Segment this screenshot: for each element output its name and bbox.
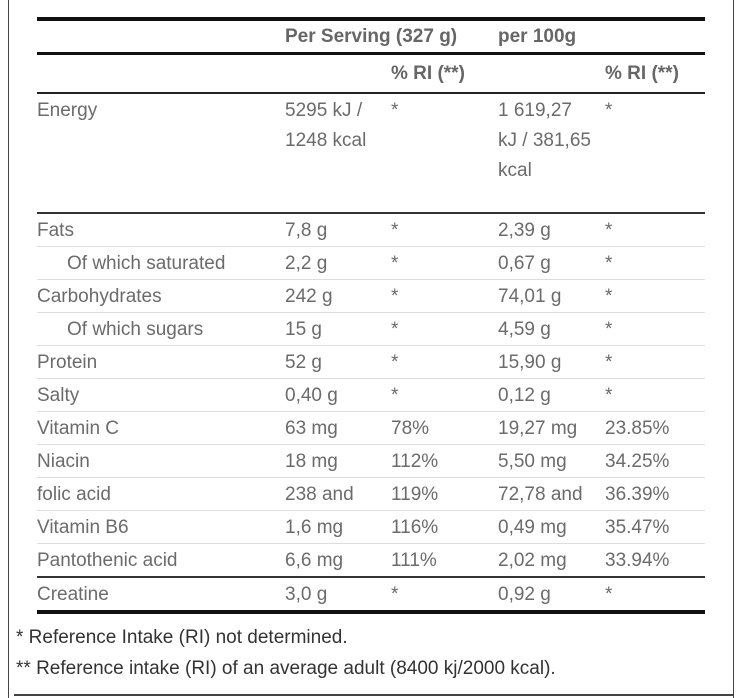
- header-blank: [37, 19, 285, 54]
- per-serving-value: 63 mg: [285, 418, 338, 439]
- table-row: folic acid 238 and 119% 72,78 and 36.39%: [37, 478, 705, 511]
- per-serving-value: 0,40 g: [285, 385, 338, 406]
- table-row: Carbohydrates 242 g * 74,01 g *: [37, 280, 705, 313]
- per-100g-ri: *: [605, 253, 613, 274]
- nutrient-name: Fats: [37, 220, 74, 241]
- per-serving-ri: *: [391, 220, 399, 241]
- per-100g-ri: *: [605, 286, 613, 307]
- per-serving-value: 5295 kJ / 1248 kcal: [285, 100, 367, 151]
- per-serving-value: 242 g: [285, 286, 333, 307]
- per-serving-ri: *: [391, 286, 399, 307]
- per-serving-value: 3,0 g: [285, 584, 328, 605]
- per-serving-value: 6,6 mg: [285, 550, 344, 571]
- table-row: Of which saturated 2,2 g * 0,67 g *: [37, 247, 705, 280]
- per-serving-ri: *: [391, 385, 399, 406]
- per-100g-value: 2,02 mg: [498, 550, 567, 571]
- per-100g-value: 2,39 g: [498, 220, 551, 241]
- header-ri-serving: % RI (**): [391, 63, 465, 84]
- per-serving-ri: *: [391, 100, 399, 121]
- nutrient-name: Of which saturated: [67, 253, 226, 274]
- per-100g-value: 4,59 g: [498, 319, 551, 340]
- per-100g-value: 0,67 g: [498, 253, 551, 274]
- nutrient-name: Vitamin C: [37, 418, 120, 439]
- per-100g-ri: *: [605, 584, 613, 605]
- nutrient-name: Carbohydrates: [37, 286, 162, 307]
- table-row: Energy 5295 kJ / 1248 kcal * 1 619,27 kJ / …: [37, 93, 705, 213]
- per-100g-value: 19,27 mg: [498, 418, 578, 439]
- per-100g-value: 1 619,27 kJ / 381,65 kcal: [498, 100, 591, 181]
- per-serving-value: 18 mg: [285, 451, 338, 472]
- nutrient-name: Protein: [37, 352, 98, 373]
- table-row: Protein 52 g * 15,90 g *: [37, 346, 705, 379]
- per-100g-value: 5,50 mg: [498, 451, 567, 472]
- per-100g-ri: *: [605, 220, 613, 241]
- header-ri-100g: % RI (**): [605, 63, 679, 84]
- nutrition-table: Per Serving (327 g) per 100g % RI (**) %…: [37, 17, 705, 614]
- table-row: Fats 7,8 g * 2,39 g *: [37, 213, 705, 247]
- nutrient-name: Energy: [37, 100, 98, 121]
- nutrient-name: Creatine: [37, 584, 109, 605]
- per-100g-ri: 36.39%: [605, 484, 670, 505]
- per-serving-ri: 119%: [391, 484, 439, 505]
- table-row: Vitamin B6 1,6 mg 116% 0,49 mg 35.47%: [37, 511, 705, 544]
- per-100g-value: 0,92 g: [498, 584, 551, 605]
- per-serving-value: 2,2 g: [285, 253, 328, 274]
- nutrient-name: Salty: [37, 385, 80, 406]
- per-serving-value: 7,8 g: [285, 220, 328, 241]
- table-row: Pantothenic acid 6,6 mg 111% 2,02 mg 33.94%: [37, 544, 705, 577]
- per-100g-ri: 23.85%: [605, 418, 670, 439]
- per-100g-value: 15,90 g: [498, 352, 562, 373]
- per-serving-value: 15 g: [285, 319, 322, 340]
- subheader-row: % RI (**) % RI (**): [37, 53, 705, 94]
- per-100g-value: 74,01 g: [498, 286, 562, 307]
- per-100g-value: 0,49 mg: [498, 517, 567, 538]
- per-100g-value: 0,12 g: [498, 385, 551, 406]
- per-100g-ri: *: [605, 385, 613, 406]
- per-100g-ri: *: [605, 352, 613, 373]
- right-border: [733, 0, 734, 698]
- header-per-serving: Per Serving (327 g): [285, 26, 458, 47]
- nutrient-name: Pantothenic acid: [37, 550, 178, 571]
- per-100g-ri: 34.25%: [605, 451, 670, 472]
- table-row: Salty 0,40 g * 0,12 g *: [37, 379, 705, 412]
- per-serving-ri: 111%: [391, 550, 437, 571]
- per-serving-ri: *: [391, 584, 399, 605]
- footnote-ri-not-determined: * Reference Intake (RI) not determined.: [16, 627, 348, 648]
- per-serving-value: 238 and: [285, 484, 354, 505]
- nutrient-name: folic acid: [37, 484, 111, 505]
- per-serving-ri: *: [391, 352, 399, 373]
- subheader-blank: [37, 54, 285, 94]
- per-serving-value: 1,6 mg: [285, 517, 344, 538]
- header-row: Per Serving (327 g) per 100g: [37, 19, 705, 54]
- nutrient-name: Niacin: [37, 451, 90, 472]
- table-row: Niacin 18 mg 112% 5,50 mg 34.25%: [37, 445, 705, 478]
- left-border: [8, 0, 9, 698]
- per-serving-ri: 116%: [391, 517, 439, 538]
- bottom-divider: [14, 694, 734, 696]
- per-100g-ri: 35.47%: [605, 517, 670, 538]
- nutrient-name: Of which sugars: [67, 319, 204, 340]
- per-serving-value: 52 g: [285, 352, 322, 373]
- per-serving-ri: *: [391, 319, 399, 340]
- header-per-100g: per 100g: [498, 26, 577, 47]
- per-serving-ri: *: [391, 253, 399, 274]
- nutrient-name: Vitamin B6: [37, 517, 129, 538]
- table-row: Creatine 3,0 g * 0,92 g *: [37, 577, 705, 612]
- subheader-blank: [498, 54, 605, 94]
- per-100g-ri: *: [605, 319, 613, 340]
- per-serving-ri: 78%: [391, 418, 430, 439]
- per-serving-ri: 112%: [391, 451, 439, 472]
- per-100g-ri: *: [605, 100, 613, 121]
- subheader-blank: [285, 54, 391, 94]
- table-row: Of which sugars 15 g * 4,59 g *: [37, 313, 705, 346]
- table-row: Vitamin C 63 mg 78% 19,27 mg 23.85%: [37, 412, 705, 445]
- per-100g-ri: 33.94%: [605, 550, 670, 571]
- per-100g-value: 72,78 and: [498, 484, 583, 505]
- footnote-ri-average-adult: ** Reference intake (RI) of an average a…: [16, 658, 556, 679]
